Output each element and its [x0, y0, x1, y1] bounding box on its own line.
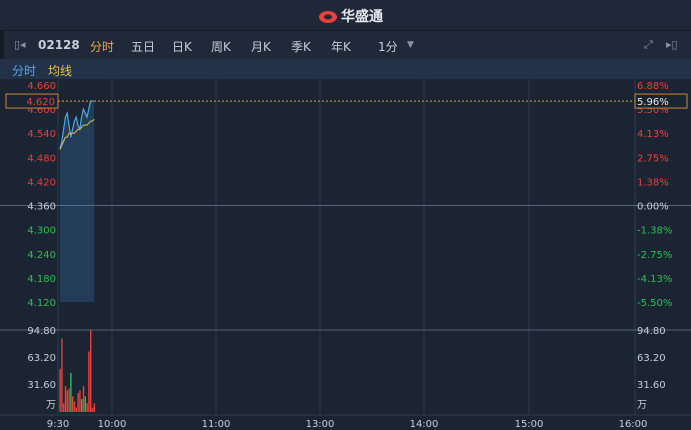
- price-tick: 4.300: [27, 226, 56, 237]
- volume-bar: [72, 396, 74, 412]
- time-tick: 9:30: [47, 419, 69, 430]
- volume-tick-right: 94.80: [637, 326, 666, 337]
- volume-bar: [79, 390, 81, 412]
- legend-bar: 分时 均线: [0, 59, 691, 79]
- brand-name: 华盛通: [341, 9, 383, 25]
- price-tick: 4.540: [27, 129, 56, 140]
- volume-bar: [68, 388, 70, 412]
- price-tick: 4.240: [27, 250, 56, 261]
- collapse-left-icon[interactable]: ▯◂: [14, 38, 26, 51]
- volume-tick-right: 万: [637, 400, 647, 411]
- tab-monthly[interactable]: 月K: [251, 40, 271, 54]
- pct-tick: 2.75%: [637, 153, 669, 164]
- interval-select[interactable]: 1分: [378, 40, 398, 54]
- volume-bar: [61, 338, 63, 412]
- price-line: [59, 100, 95, 150]
- legend-price: 分时: [12, 64, 37, 78]
- price-tick: 4.480: [27, 153, 56, 164]
- pct-tick: -2.75%: [637, 250, 672, 261]
- tab-daily[interactable]: 日K: [172, 40, 192, 54]
- pct-tick: -5.50%: [637, 298, 672, 309]
- volume-tick-right: 31.60: [637, 380, 666, 391]
- tab-5day[interactable]: 五日: [131, 40, 156, 54]
- volume-tick: 63.20: [27, 353, 56, 364]
- legend-avg: 均线: [48, 64, 73, 78]
- current-pct-label: 5.96%: [637, 97, 669, 108]
- volume-tick: 94.80: [27, 326, 56, 337]
- time-tick: 13:00: [306, 419, 335, 430]
- volume-bar: [75, 407, 77, 412]
- fullscreen-icon[interactable]: ⤢: [644, 38, 653, 51]
- current-price-label: 4.620: [26, 97, 55, 108]
- volume-bar: [70, 373, 72, 412]
- volume-tick-right: 63.20: [637, 353, 666, 364]
- volume-bar: [63, 403, 65, 412]
- volume-bar: [66, 390, 68, 412]
- current-price-box: [5, 93, 59, 109]
- collapse-right-icon[interactable]: ▸▯: [666, 38, 678, 51]
- avg-line: [59, 118, 95, 150]
- tab-yearly[interactable]: 年K: [331, 40, 351, 54]
- tab-weekly[interactable]: 周K: [211, 40, 231, 54]
- stock-code: 02128: [38, 38, 80, 52]
- volume-tick: 万: [46, 400, 56, 411]
- volume-bar: [64, 386, 67, 412]
- volume-bar: [73, 401, 76, 412]
- logo-icon: [319, 11, 337, 23]
- price-tick: 4.360: [27, 202, 56, 213]
- volume-bar: [81, 399, 83, 412]
- time-tick: 11:00: [202, 419, 231, 430]
- price-tick: 4.600: [27, 105, 56, 116]
- pct-tick: 0.00%: [637, 202, 669, 213]
- price-tick: 4.180: [27, 274, 56, 285]
- pct-tick: 4.13%: [637, 129, 669, 140]
- volume-bar: [91, 407, 94, 412]
- volume-bar: [93, 403, 95, 412]
- time-tick: 10:00: [98, 419, 127, 430]
- pct-tick: 5.50%: [637, 105, 669, 116]
- volume-bar: [77, 392, 79, 412]
- intraday-chart[interactable]: 4.660 6.88% 4.600 5.50% 4.540 4.13% 4.480 2.75%…: [0, 79, 691, 430]
- price-area: [60, 101, 95, 303]
- volume-tick: 31.60: [27, 380, 56, 391]
- volume-bar: [88, 351, 90, 412]
- tab-quarterly[interactable]: 季K: [291, 40, 311, 54]
- price-tick: 4.660: [27, 81, 56, 92]
- time-tick: 14:00: [410, 419, 439, 430]
- current-pct-box: [634, 93, 688, 109]
- pct-tick: 6.88%: [637, 81, 669, 92]
- chevron-down-icon[interactable]: ▼: [407, 40, 414, 50]
- volume-bar: [82, 386, 85, 412]
- volume-bar: [59, 368, 61, 412]
- app-header: 华盛通: [0, 0, 691, 31]
- volume-bar: [84, 396, 86, 412]
- volume-bar: [90, 329, 92, 412]
- pct-tick: 1.38%: [637, 177, 669, 188]
- pct-tick: -1.38%: [637, 226, 672, 237]
- tab-intraday[interactable]: 分时: [90, 40, 115, 54]
- price-tick: 4.120: [27, 298, 56, 309]
- brand-logo: 华盛通: [318, 6, 383, 26]
- time-tick: 16:00: [619, 419, 648, 430]
- price-tick: 4.420: [27, 177, 56, 188]
- time-tick: 15:00: [515, 419, 544, 430]
- volume-bar: [86, 403, 88, 412]
- toolbar: ▯◂ 02128 分时 五日 日K 周K 月K 季K 年K 1分 ▼ ⤢ ▸▯: [0, 31, 691, 59]
- pct-tick: -4.13%: [637, 274, 672, 285]
